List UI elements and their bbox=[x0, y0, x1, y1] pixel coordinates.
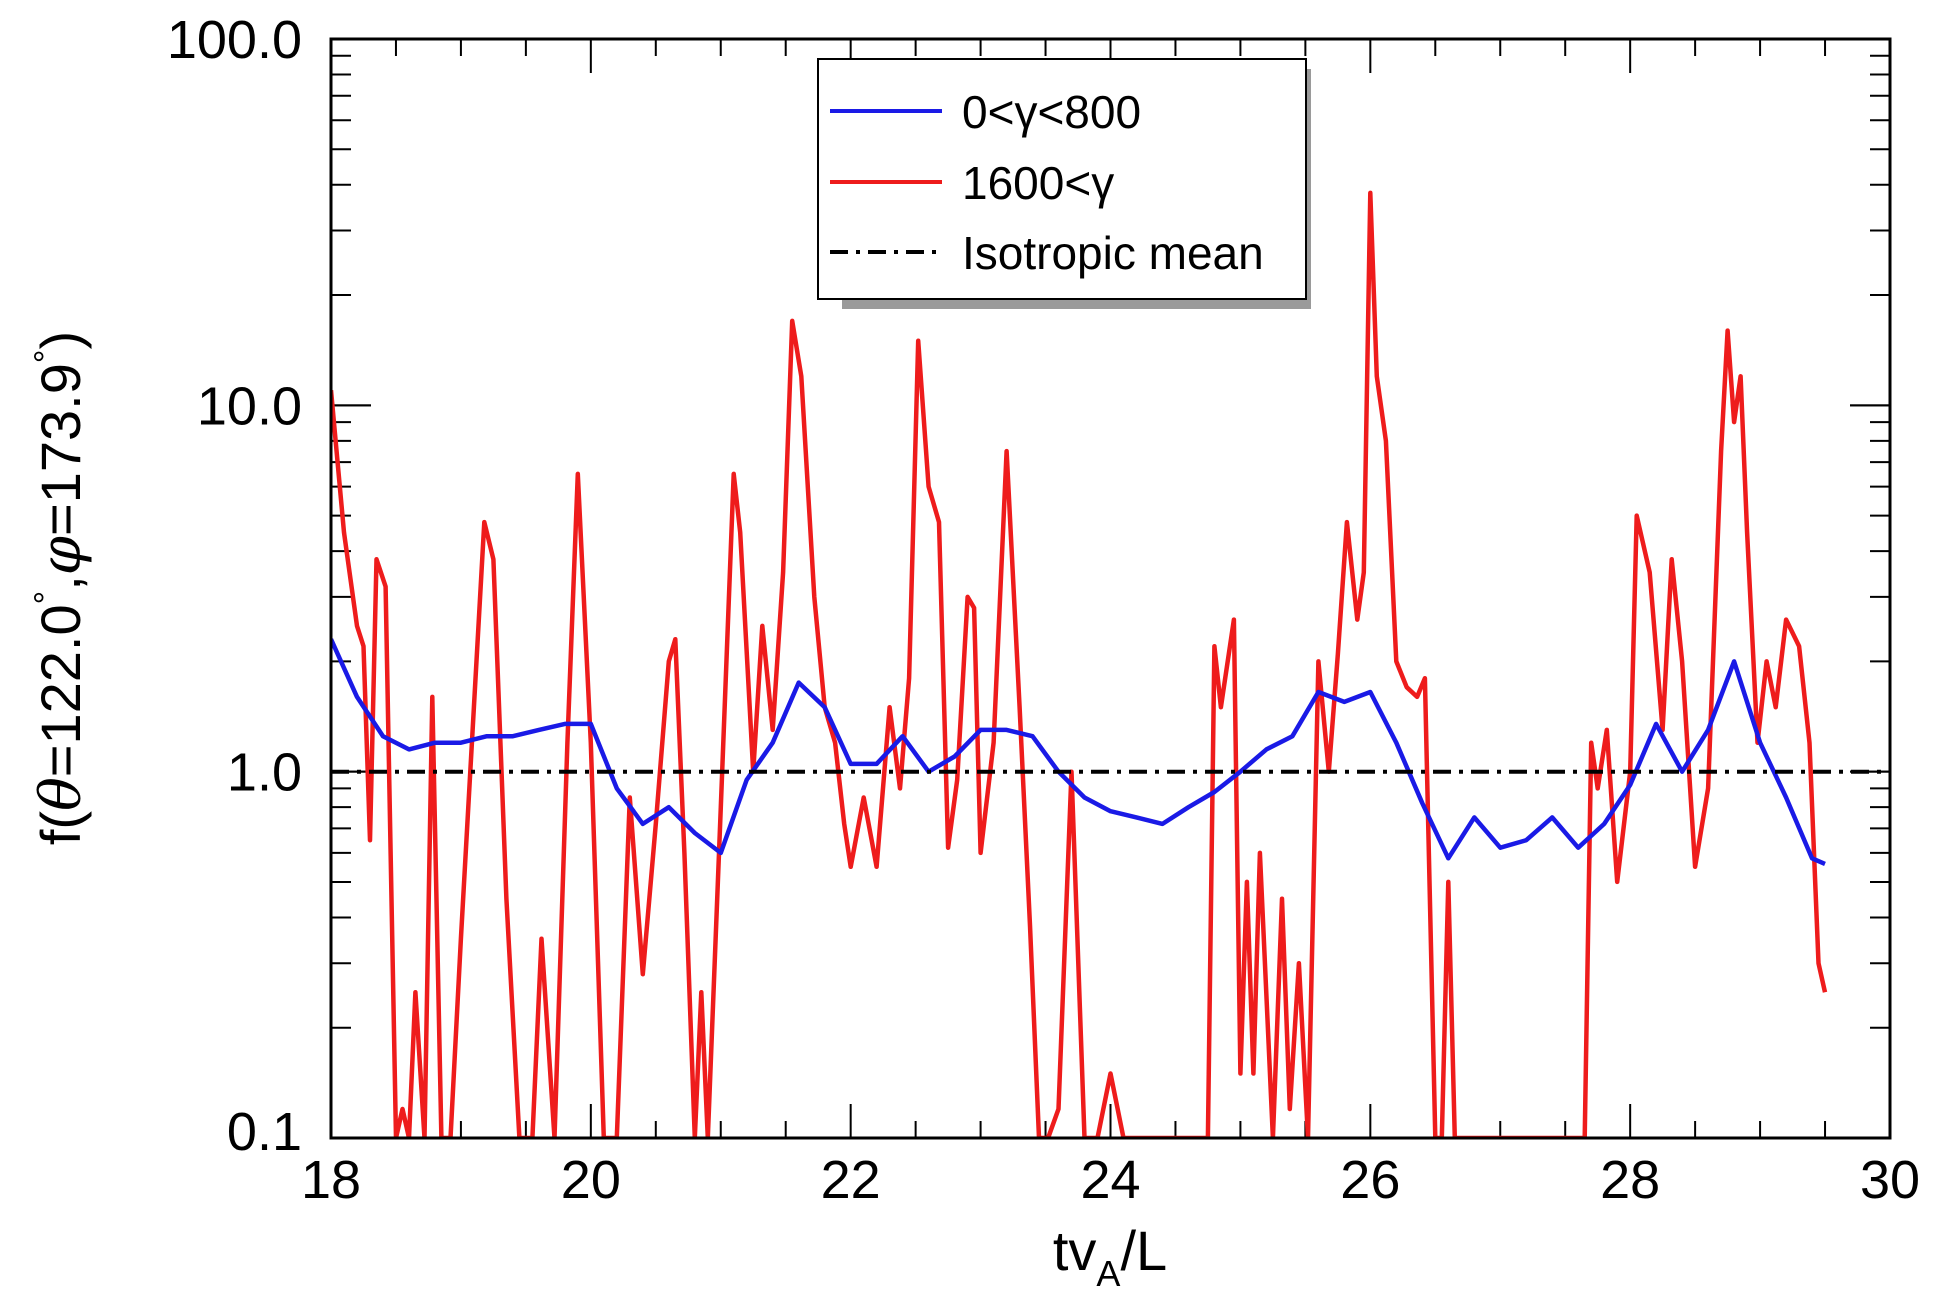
tick-labels: 18 20 22 24 26 28 30 0.1 1.0 10.0 100.0 bbox=[167, 10, 1920, 1210]
x-tick-label: 22 bbox=[821, 1150, 881, 1210]
y-tick-label: 10.0 bbox=[197, 376, 302, 436]
y-tick-label: 1.0 bbox=[227, 743, 302, 803]
y-axis-label-prefix: f( bbox=[29, 811, 92, 846]
y-axis-label-sep: , bbox=[29, 575, 92, 591]
series-line-low-gamma bbox=[331, 638, 1826, 866]
y-tick-label: 0.1 bbox=[227, 1102, 302, 1162]
y-axis-label-theta: θ bbox=[29, 777, 94, 811]
x-tick-label: 24 bbox=[1080, 1150, 1140, 1210]
x-axis-label-main: tv bbox=[1053, 1219, 1097, 1282]
axis-ticks bbox=[330, 38, 1891, 1139]
legend-label-low-gamma: 0<γ<800 bbox=[962, 86, 1141, 138]
y-axis-label-deg2: ° bbox=[28, 350, 66, 364]
plot-frame bbox=[329, 37, 1892, 1140]
x-axis-label-sub: A bbox=[1096, 1253, 1120, 1294]
y-axis-label-suffix: ) bbox=[29, 331, 92, 350]
x-axis-label-tail: /L bbox=[1120, 1219, 1167, 1282]
legend: 0<γ<800 1600<γ Isotropic mean bbox=[817, 58, 1311, 309]
y-axis-label-deg1: ° bbox=[28, 591, 66, 605]
x-tick-label: 30 bbox=[1860, 1150, 1920, 1210]
series-line-high-gamma bbox=[331, 190, 1828, 1138]
y-axis-label-phi: φ bbox=[29, 536, 94, 575]
y-axis-label-mid1: =122.0 bbox=[29, 604, 92, 777]
x-tick-label: 28 bbox=[1600, 1150, 1660, 1210]
legend-label-high-gamma: 1600<γ bbox=[962, 157, 1114, 209]
legend-label-isotropic-mean: Isotropic mean bbox=[962, 227, 1264, 279]
y-axis-label: f(θ=122.0°,φ=173.9°) bbox=[28, 331, 94, 845]
y-axis-label-mid2: =173.9 bbox=[29, 363, 92, 536]
series-layer bbox=[331, 190, 1890, 1138]
x-tick-label: 20 bbox=[561, 1150, 621, 1210]
x-tick-label: 26 bbox=[1340, 1150, 1400, 1210]
y-tick-label: 100.0 bbox=[167, 10, 302, 70]
x-axis-label: tvA/L bbox=[1053, 1219, 1167, 1294]
x-tick-label: 18 bbox=[301, 1150, 361, 1210]
legend-box bbox=[817, 58, 1307, 300]
